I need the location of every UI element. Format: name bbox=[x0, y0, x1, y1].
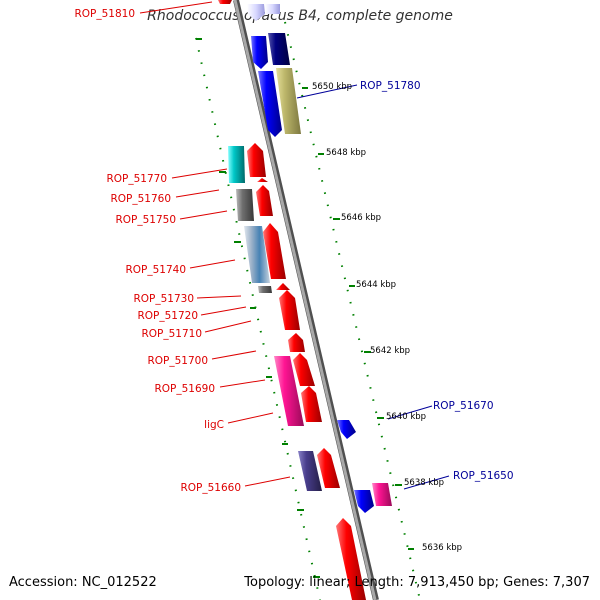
gene-rop-51660-arrow[interactable] bbox=[317, 448, 340, 488]
gene-blue-arrow-1[interactable] bbox=[251, 36, 268, 69]
right-gene-labels: ROP_51780 ROP_51670 ROP_51650 bbox=[360, 80, 514, 482]
forward-strand-genes bbox=[247, 4, 392, 513]
gene-rop-51690-block[interactable] bbox=[274, 356, 304, 426]
left-callout-lines bbox=[139, 1, 291, 487]
gene-rop-51760-block[interactable] bbox=[236, 189, 254, 221]
gene-rop-51700-arrow[interactable] bbox=[288, 333, 305, 352]
scale-track-right bbox=[284, 21, 421, 600]
genome-backbone bbox=[233, 0, 379, 600]
scale-labels: 5650 kbp 5648 kbp 5646 kbp 5644 kbp 5642… bbox=[312, 82, 462, 553]
gene-label[interactable]: ROP_51660 bbox=[180, 482, 241, 494]
gene-rop-51740-arrow[interactable] bbox=[263, 223, 286, 279]
gene-label[interactable]: ROP_51780 bbox=[360, 80, 421, 92]
gene-rop-51780-olive-block[interactable] bbox=[276, 68, 301, 134]
gene-rop-51760-arrow[interactable] bbox=[257, 178, 268, 182]
gene-rop-51650-blue-arrow[interactable] bbox=[354, 490, 374, 513]
scale-label: 5640 kbp bbox=[386, 412, 426, 422]
gene-label[interactable]: ROP_51720 bbox=[137, 310, 198, 322]
gene-label[interactable]: ROP_51810 bbox=[74, 8, 135, 20]
scale-track-left bbox=[195, 37, 321, 600]
gene-label[interactable]: ROP_51700 bbox=[147, 355, 208, 367]
gene-rop-51650-magenta-block[interactable] bbox=[372, 483, 392, 506]
gene-label[interactable]: ROP_51770 bbox=[106, 173, 167, 185]
map-title: Rhodococcus opacus B4, complete genome bbox=[147, 8, 453, 24]
major-ticks-left bbox=[196, 38, 320, 578]
scale-label: 5648 kbp bbox=[326, 148, 366, 158]
gene-rop-51660-block[interactable] bbox=[298, 451, 322, 491]
gene-label[interactable]: ROP_51740 bbox=[125, 264, 186, 276]
gene-rop-51810-arrow[interactable] bbox=[218, 0, 232, 4]
gene-label[interactable]: ROP_51690 bbox=[154, 383, 215, 395]
scale-label: 5644 kbp bbox=[356, 280, 396, 290]
gene-label[interactable]: ROP_51750 bbox=[115, 214, 176, 226]
gene-label[interactable]: ROP_51760 bbox=[110, 193, 171, 205]
gene-top-white-block[interactable] bbox=[265, 4, 280, 14]
scale-label: 5646 kbp bbox=[341, 213, 381, 223]
gene-rop-51770-arrow[interactable] bbox=[247, 143, 266, 177]
gene-rop-51730-arrow[interactable] bbox=[276, 283, 290, 290]
gene-rop-51780-blue-arrow[interactable] bbox=[258, 71, 282, 137]
gene-bottom-arrow[interactable] bbox=[336, 518, 366, 600]
gene-rop-51740-block[interactable] bbox=[244, 226, 270, 283]
gene-rop-51670-arrow[interactable] bbox=[337, 420, 356, 439]
reverse-strand-genes bbox=[218, 0, 366, 600]
gene-label[interactable]: ROP_51650 bbox=[453, 470, 514, 482]
gene-top-lavender-arrow[interactable] bbox=[247, 4, 265, 21]
gene-rop-51730-block[interactable] bbox=[258, 286, 272, 293]
scale-label: 5650 kbp bbox=[312, 82, 352, 92]
gene-label[interactable]: ligC bbox=[204, 419, 224, 431]
accession-label: Accession: NC_012522 bbox=[9, 575, 157, 590]
gene-navy-block[interactable] bbox=[268, 33, 290, 65]
major-ticks-right bbox=[302, 87, 414, 550]
scale-label: 5638 kbp bbox=[404, 478, 444, 488]
gene-label[interactable]: ROP_51670 bbox=[433, 400, 494, 412]
scale-label: 5636 kbp bbox=[422, 543, 462, 553]
scale-label: 5642 kbp bbox=[370, 346, 410, 356]
gene-rop-51770-block[interactable] bbox=[228, 146, 245, 183]
gene-rop-51720-arrow[interactable] bbox=[279, 290, 300, 330]
right-callout-lines bbox=[296, 84, 450, 490]
topology-label: Topology: linear; Length: 7,913,450 bp; … bbox=[244, 575, 590, 590]
gene-rop-51750-arrow[interactable] bbox=[256, 185, 273, 216]
left-gene-labels: ROP_51810 ROP_51770 ROP_51760 ROP_51750 … bbox=[74, 8, 241, 494]
gene-label[interactable]: ROP_51730 bbox=[133, 293, 194, 305]
gene-label[interactable]: ROP_51710 bbox=[141, 328, 202, 340]
gene-rop-51690-arrow[interactable] bbox=[293, 353, 315, 386]
gene-ligc-arrow[interactable] bbox=[301, 386, 322, 422]
